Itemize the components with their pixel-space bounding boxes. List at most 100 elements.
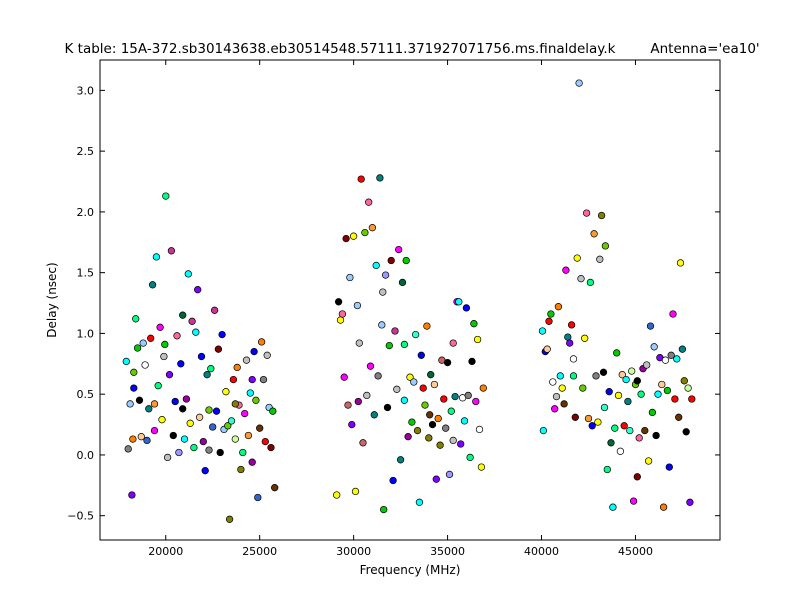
data-point	[582, 209, 591, 217]
data-point	[538, 327, 547, 335]
data-point	[594, 418, 602, 426]
data-point	[667, 351, 675, 359]
data-point	[426, 411, 434, 419]
data-point	[188, 317, 196, 325]
data-point	[393, 385, 401, 393]
data-point	[349, 232, 358, 240]
y-tick-label: 2.5	[77, 145, 95, 158]
data-point	[143, 436, 151, 445]
data-point	[477, 463, 486, 471]
data-point	[271, 484, 279, 492]
y-axis-label: Delay (nsec)	[45, 262, 59, 337]
data-point	[167, 247, 176, 255]
data-point	[180, 435, 189, 443]
data-point	[380, 505, 388, 514]
data-point	[447, 407, 455, 415]
data-point	[269, 407, 277, 415]
x-tick-label: 25000	[242, 545, 277, 558]
data-point	[571, 413, 579, 421]
data-point	[402, 256, 410, 265]
data-point	[558, 384, 566, 392]
data-point	[449, 436, 457, 445]
data-point	[363, 391, 371, 400]
data-point	[139, 339, 147, 347]
data-point	[641, 426, 649, 435]
data-point	[443, 358, 452, 367]
data-point	[256, 424, 264, 432]
data-point	[374, 372, 382, 380]
data-point	[129, 435, 137, 443]
data-point	[468, 357, 476, 366]
data-point	[597, 211, 606, 220]
data-point	[385, 341, 393, 350]
data-point	[609, 503, 617, 511]
data-point	[186, 419, 194, 427]
data-point	[263, 351, 271, 359]
data-point	[372, 261, 380, 270]
data-point	[212, 407, 221, 415]
data-point	[579, 384, 587, 392]
data-point	[391, 327, 399, 335]
data-point	[357, 175, 365, 183]
data-point	[611, 424, 619, 432]
data-point	[652, 431, 660, 440]
data-point	[165, 371, 174, 379]
data-point	[442, 424, 450, 432]
data-point	[361, 228, 369, 237]
data-point	[643, 361, 651, 369]
data-point	[389, 476, 397, 485]
data-point	[590, 230, 598, 238]
data-point	[259, 375, 268, 384]
data-point	[635, 434, 643, 442]
data-point	[163, 453, 172, 462]
data-point	[686, 498, 694, 506]
data-point	[671, 395, 679, 403]
data-point	[472, 397, 480, 406]
data-point	[148, 281, 157, 289]
data-point	[408, 418, 416, 426]
plot-frame	[99, 59, 721, 541]
data-point	[599, 368, 608, 376]
x-tick-label: 35000	[430, 545, 465, 558]
data-point	[209, 423, 217, 431]
data-point	[551, 405, 559, 413]
data-point	[190, 443, 198, 452]
data-point	[344, 401, 352, 409]
data-point	[682, 428, 690, 436]
data-point	[607, 439, 615, 447]
data-point	[227, 417, 236, 425]
data-point	[370, 411, 378, 419]
data-point	[192, 328, 200, 336]
data-point	[366, 362, 375, 370]
data-point	[675, 413, 683, 421]
data-point	[620, 422, 628, 430]
data-point	[475, 425, 484, 434]
data-point	[161, 340, 169, 349]
data-point	[567, 321, 576, 329]
data-point	[404, 433, 412, 441]
data-point	[354, 397, 362, 406]
data-point	[365, 198, 373, 206]
data-point	[415, 498, 424, 506]
data-point	[577, 275, 585, 283]
x-tick-label: 40000	[524, 545, 559, 558]
data-point	[203, 371, 211, 379]
chart-subtitle: Antenna='ea10'	[650, 41, 759, 57]
data-point	[175, 448, 183, 457]
y-tick-label: 1.0	[77, 327, 95, 340]
data-point	[434, 414, 442, 423]
data-point	[162, 192, 170, 200]
data-point	[246, 389, 254, 397]
chart-title: K table: 15A-372.sb30143638.eb30514548.5…	[65, 41, 616, 57]
data-point	[457, 440, 465, 448]
data-point	[381, 271, 390, 279]
data-point	[130, 368, 138, 376]
data-point	[411, 330, 420, 339]
data-point	[257, 338, 266, 346]
data-point	[376, 174, 384, 182]
data-point	[400, 396, 409, 404]
data-point	[596, 255, 604, 263]
data-point	[584, 414, 593, 423]
data-point	[225, 515, 234, 523]
data-point	[156, 323, 164, 331]
